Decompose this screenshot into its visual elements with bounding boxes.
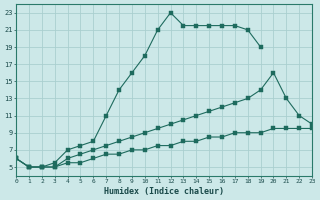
X-axis label: Humidex (Indice chaleur): Humidex (Indice chaleur) bbox=[104, 187, 224, 196]
